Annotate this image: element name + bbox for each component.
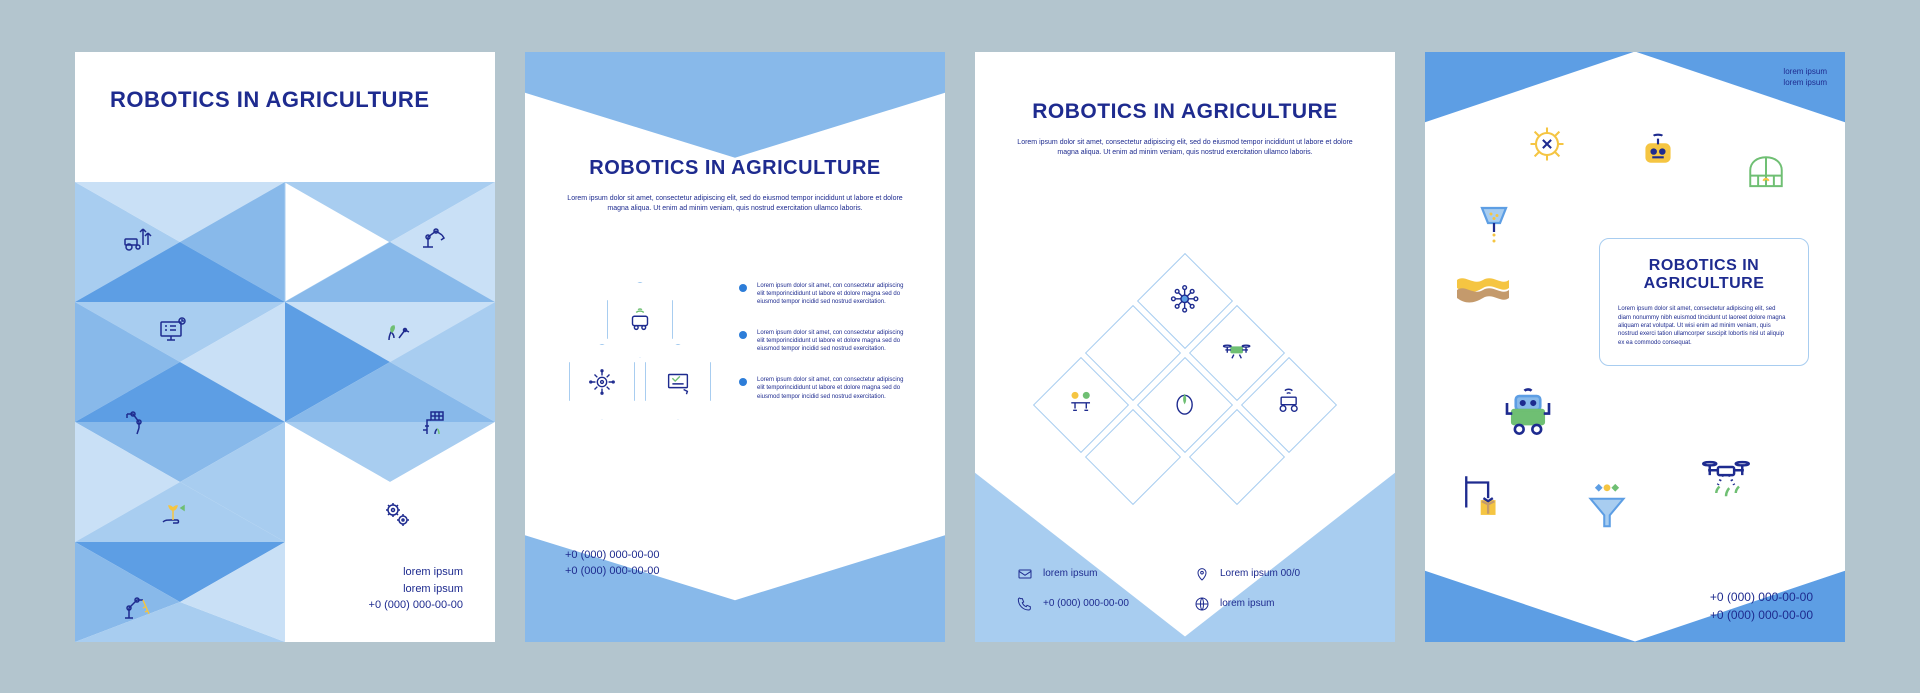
hex-tablet-icon — [645, 344, 711, 420]
contact-globe: lorem ipsum — [1194, 596, 1353, 612]
greenhouse-icon — [1745, 152, 1787, 199]
soil-layers-icon — [1457, 274, 1509, 309]
funnel-sort-icon — [1585, 482, 1629, 537]
contact-phone: +0 (000) 000-00-00 — [1017, 596, 1176, 612]
seeder-icon — [1470, 202, 1518, 255]
contact-mail: lorem ipsum — [1017, 566, 1176, 582]
bullet-dot-icon — [739, 331, 747, 339]
plant-arm-icon — [377, 310, 417, 350]
phone-icon — [1017, 596, 1033, 612]
farm-robot-icon — [1500, 382, 1556, 443]
bullet-dot-icon — [739, 378, 747, 386]
diamond-grid — [1025, 267, 1345, 487]
panel2-title: ROBOTICS IN AGRICULTURE — [565, 157, 905, 180]
solar-sprinkler-icon — [413, 402, 453, 442]
panel3-desc: Lorem ipsum dolor sit amet, consectetur … — [1015, 138, 1355, 159]
hex-mower-icon — [607, 282, 673, 358]
robot-head-icon — [1635, 130, 1681, 181]
panel2-desc: Lorem ipsum dolor sit amet, consectetur … — [565, 194, 905, 215]
panel1-header: ROBOTICS IN AGRICULTURE — [75, 52, 495, 112]
panel4-card: ROBOTICS IN AGRICULTURE Lorem ipsum dolo… — [1599, 238, 1809, 367]
robot-arm-icon — [413, 217, 453, 257]
bullet-list: Lorem ipsum dolor sit amet, con consecte… — [739, 282, 905, 432]
phone-1: +0 (000) 000-00-00 — [565, 547, 659, 564]
bullet-3: Lorem ipsum dolor sit amet, con consecte… — [739, 376, 905, 401]
hex-chip-icon — [569, 344, 635, 420]
brochure-panel-1: ROBOTICS IN AGRICULTURE — [75, 52, 495, 642]
laser-arm-icon — [117, 586, 157, 626]
footer-line-1: lorem ipsum — [369, 564, 463, 581]
panel2-header: ROBOTICS IN AGRICULTURE Lorem ipsum dolo… — [525, 157, 945, 215]
bullet-2: Lorem ipsum dolor sit amet, con consecte… — [739, 329, 905, 354]
panel4-desc: Lorem ipsum dolor sit amet, consectetur … — [1618, 305, 1790, 347]
contact-pin: Lorem ipsum 00/0 — [1194, 566, 1353, 582]
phone-2: +0 (000) 000-00-00 — [1710, 606, 1813, 624]
panel1-title: ROBOTICS IN AGRICULTURE — [110, 87, 460, 112]
bullet-dot-icon — [739, 284, 747, 292]
drone-spray-icon — [1700, 454, 1752, 511]
panel2-body: Lorem ipsum dolor sit amet, con consecte… — [565, 282, 905, 432]
phone-2: +0 (000) 000-00-00 — [565, 563, 659, 580]
pin-icon — [1194, 566, 1210, 582]
panel2-phones: +0 (000) 000-00-00 +0 (000) 000-00-00 — [565, 547, 659, 580]
footer-line-2: lorem ipsum — [369, 581, 463, 598]
brochure-panel-3: ROBOTICS IN AGRICULTURE Lorem ipsum dolo… — [975, 52, 1395, 642]
crane-box-icon — [1460, 470, 1510, 525]
phone-1: +0 (000) 000-00-00 — [1710, 588, 1813, 606]
panel3-contacts: lorem ipsum Lorem ipsum 00/0 +0 (000) 00… — [1017, 566, 1353, 612]
gears-icon — [377, 494, 417, 534]
panel3-title: ROBOTICS IN AGRICULTURE — [1015, 100, 1355, 124]
panel4-phones: +0 (000) 000-00-00 +0 (000) 000-00-00 — [1710, 588, 1813, 624]
footer-line-3: +0 (000) 000-00-00 — [369, 597, 463, 614]
bullet-1: Lorem ipsum dolor sit amet, con consecte… — [739, 282, 905, 307]
drill-arm-icon — [117, 402, 157, 442]
globe-icon — [1194, 596, 1210, 612]
tractor-growth-icon — [117, 217, 157, 257]
gear-wrench-icon — [1525, 122, 1569, 171]
brochure-panel-4: lorem ipsum lorem ipsum ROBOTICS IN AGRI… — [1425, 52, 1845, 642]
hexagon-cluster — [565, 282, 715, 432]
panel1-footer: lorem ipsum lorem ipsum +0 (000) 000-00-… — [369, 564, 463, 614]
brochure-panel-2: ROBOTICS IN AGRICULTURE Lorem ipsum dolo… — [525, 52, 945, 642]
mail-icon — [1017, 566, 1033, 582]
panel4-title: ROBOTICS IN AGRICULTURE — [1618, 257, 1790, 294]
monitor-checklist-icon — [153, 310, 193, 350]
panel3-header: ROBOTICS IN AGRICULTURE Lorem ipsum dolo… — [975, 100, 1395, 159]
hand-plant-icon — [153, 494, 193, 534]
